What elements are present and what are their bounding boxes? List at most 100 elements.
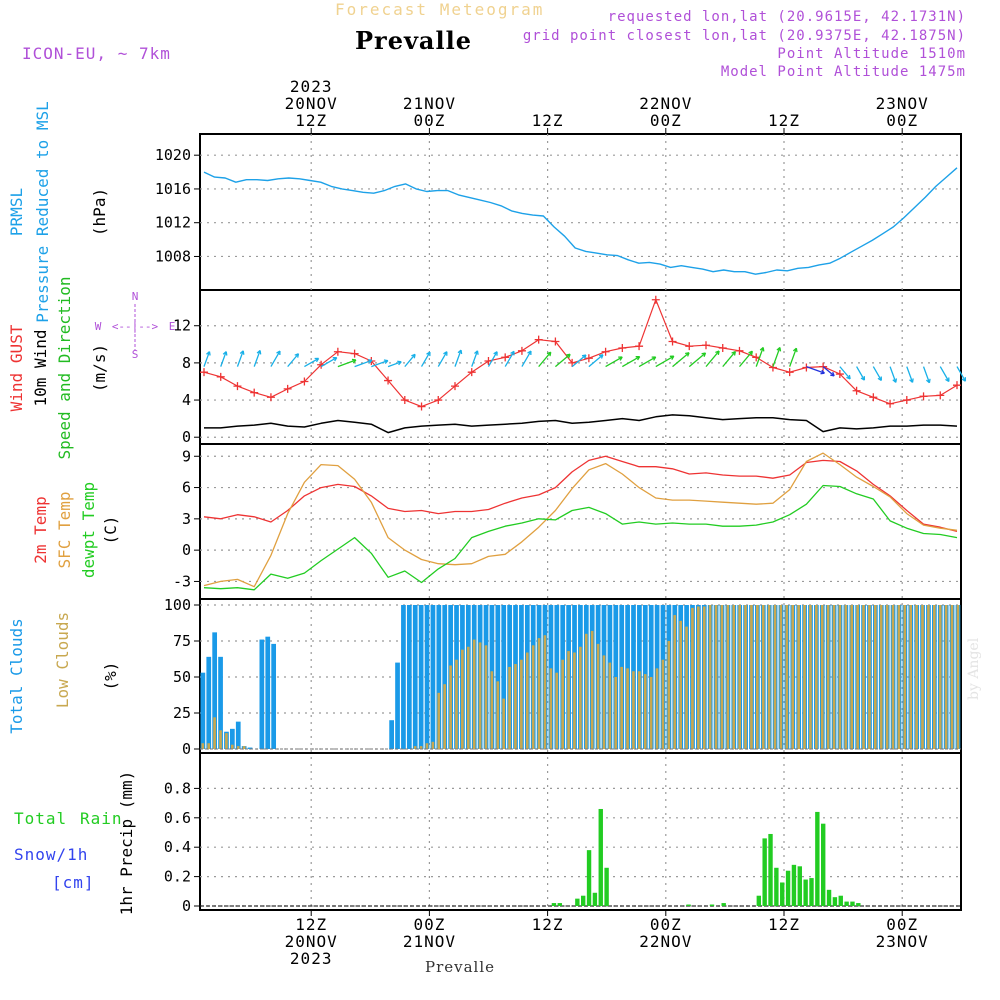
y-tick-label: 12 bbox=[173, 317, 191, 335]
gust-marker bbox=[350, 349, 359, 358]
time-label-top: 12Z bbox=[768, 111, 800, 130]
low-cloud-bar bbox=[561, 659, 564, 749]
wind-arrow bbox=[906, 366, 914, 383]
gust-marker bbox=[333, 347, 342, 356]
rain-bar bbox=[791, 864, 797, 906]
panel-frame bbox=[199, 289, 962, 445]
low-cloud-bar bbox=[608, 662, 612, 749]
total-cloud-bar bbox=[389, 720, 394, 749]
rain-bar bbox=[756, 895, 762, 906]
low-cloud-bar bbox=[685, 626, 688, 749]
legend-snow-unit: [cm] bbox=[52, 873, 95, 892]
gust-marker bbox=[501, 353, 510, 362]
wind-arrow bbox=[387, 361, 402, 368]
wind-arrow bbox=[337, 359, 357, 368]
wind-arrow bbox=[420, 351, 431, 367]
time-label-bottom: 21NOV bbox=[403, 932, 456, 951]
wind-arrow-head bbox=[909, 378, 914, 383]
wind-arrow-head bbox=[332, 356, 338, 362]
wind-arrow bbox=[856, 366, 865, 381]
low-cloud-bar bbox=[756, 605, 759, 749]
y-tick-label: 9 bbox=[182, 447, 191, 465]
rain-bar bbox=[762, 838, 767, 906]
wind-arrow bbox=[672, 352, 690, 368]
low-cloud-bar bbox=[590, 630, 594, 749]
rain-bar bbox=[797, 866, 802, 906]
wind-arrow-head bbox=[860, 376, 866, 381]
gust-marker bbox=[233, 382, 242, 391]
low-cloud-bar bbox=[508, 666, 511, 749]
wind-arrow bbox=[487, 351, 498, 367]
wind-arrow-head bbox=[792, 347, 798, 353]
wind-arrow bbox=[270, 350, 281, 367]
total-cloud-bar bbox=[406, 605, 412, 749]
wind-arrow bbox=[772, 347, 781, 367]
gust-marker bbox=[266, 393, 275, 402]
wind-arrow-head bbox=[383, 359, 389, 365]
rain-bar bbox=[844, 901, 849, 906]
wind-arrow bbox=[571, 354, 587, 368]
pressure-line bbox=[203, 167, 958, 275]
low-cloud-bar bbox=[614, 677, 618, 749]
wind-arrow bbox=[354, 359, 373, 368]
low-cloud-bar bbox=[449, 665, 452, 749]
wind-arrow-head bbox=[830, 371, 835, 377]
y-label-10m-wind: 10m Wind bbox=[31, 329, 50, 406]
compass-west: W bbox=[95, 320, 102, 333]
total-cloud-bar bbox=[442, 605, 448, 749]
low-cloud-bar bbox=[714, 605, 718, 749]
low-cloud-bar bbox=[242, 746, 246, 749]
low-cloud-bar bbox=[602, 655, 606, 749]
rain-bar bbox=[581, 895, 586, 906]
low-cloud-bar bbox=[785, 605, 789, 749]
wind-arrow bbox=[939, 366, 950, 382]
gust-marker bbox=[417, 402, 426, 411]
time-label-top: 12Z bbox=[295, 111, 327, 130]
low-cloud-bar bbox=[543, 635, 547, 749]
total-cloud-bar bbox=[401, 605, 406, 749]
wind-arrow bbox=[922, 366, 931, 383]
requested-location: requested lon,lat (20.9615E, 42.1731N) bbox=[607, 9, 966, 25]
rain-bar bbox=[826, 889, 832, 906]
wind-arrow-head bbox=[314, 357, 320, 363]
y-label-low-clouds: Low Clouds bbox=[53, 612, 72, 708]
y-tick-label: -3 bbox=[173, 572, 191, 590]
low-cloud-bar bbox=[584, 633, 588, 749]
low-cloud-bar bbox=[797, 605, 800, 749]
wind-arrow-head bbox=[276, 350, 281, 356]
total-cloud-bar bbox=[436, 605, 442, 749]
wind-arrow bbox=[722, 351, 736, 368]
y-tick-label: 0 bbox=[182, 541, 191, 559]
total-cloud-bar bbox=[229, 728, 235, 749]
low-cloud-bar bbox=[956, 605, 960, 749]
low-cloud-bar bbox=[461, 649, 464, 749]
wind-arrow bbox=[638, 356, 657, 368]
wind-arrow bbox=[554, 353, 571, 368]
wind-arrow-head bbox=[581, 354, 587, 359]
rain-bar bbox=[832, 897, 838, 906]
low-cloud-bar bbox=[573, 652, 576, 749]
low-cloud-bar bbox=[649, 677, 653, 749]
low-cloud-bar bbox=[549, 668, 553, 749]
y-tick-label: 4 bbox=[182, 391, 191, 409]
low-cloud-bar bbox=[767, 605, 771, 749]
low-cloud-bar bbox=[702, 606, 706, 749]
low-cloud-bar bbox=[744, 605, 747, 749]
wind-arrow-head bbox=[731, 350, 736, 356]
low-cloud-bar bbox=[466, 646, 470, 749]
gust-marker bbox=[534, 335, 543, 344]
wind-arrow bbox=[738, 350, 753, 368]
rain-bar bbox=[856, 903, 861, 906]
wind-arrow bbox=[253, 350, 261, 367]
wind-arrow-head bbox=[618, 356, 623, 361]
wind-arrow-head bbox=[351, 358, 357, 364]
low-cloud-bar bbox=[750, 605, 753, 749]
low-cloud-bar bbox=[879, 605, 883, 749]
low-cloud-bar bbox=[472, 639, 476, 749]
low-cloud-bar bbox=[419, 746, 423, 749]
time-label-top: 00Z bbox=[413, 111, 445, 130]
total-cloud-bar bbox=[501, 605, 507, 749]
rain-bar bbox=[768, 833, 773, 906]
total-cloud-bar bbox=[424, 605, 430, 749]
low-cloud-bar bbox=[850, 605, 854, 749]
